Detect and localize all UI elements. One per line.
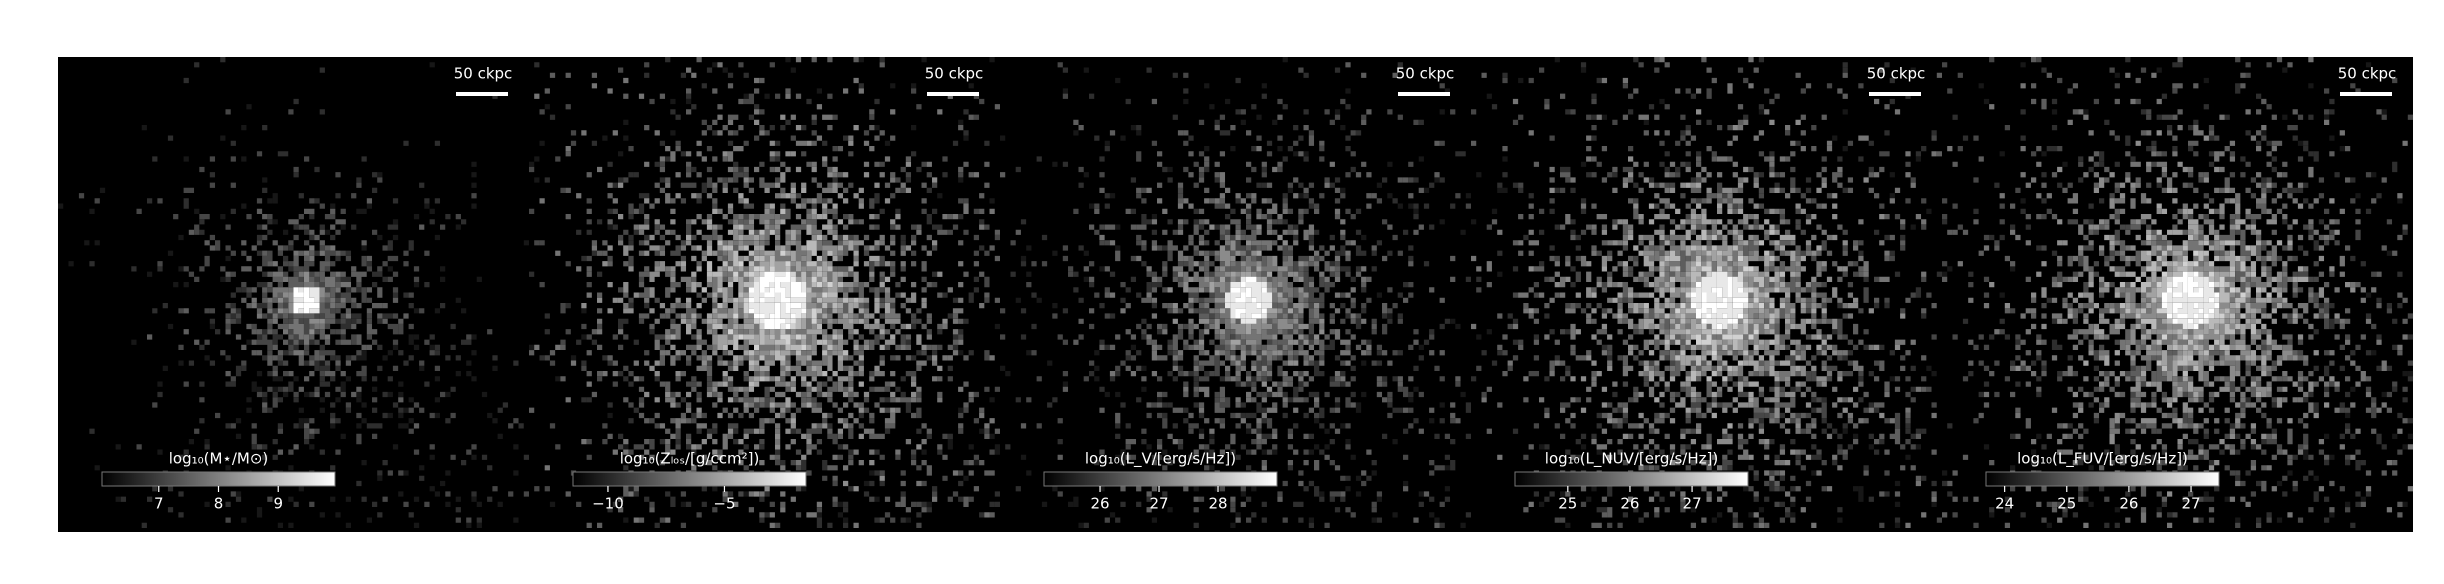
pixels bbox=[2167, 271, 2220, 330]
pixels bbox=[251, 245, 352, 356]
pixels bbox=[1690, 271, 1749, 330]
scale-bar-label: 50 ckpc bbox=[454, 65, 513, 83]
colorbar-tick-label: 27 bbox=[1149, 495, 1168, 513]
pixels bbox=[2156, 250, 2246, 340]
pixels bbox=[1675, 255, 1765, 356]
colorbar-tick-label: −10 bbox=[592, 495, 624, 513]
scale-bar-label: 50 ckpc bbox=[925, 65, 984, 83]
pixels bbox=[293, 287, 320, 314]
pixels bbox=[1000, 57, 1472, 529]
colorbar-tick-label: 26 bbox=[2119, 495, 2138, 513]
colorbar-tick-label: 28 bbox=[1208, 495, 1227, 513]
colorbar-tick-label: 9 bbox=[273, 495, 283, 513]
colorbar-label: log₁₀(Zₗₒₛ/[g/ccm²]) bbox=[620, 450, 760, 468]
pixels bbox=[701, 208, 859, 387]
colorbar bbox=[1043, 471, 1278, 487]
pixels bbox=[1471, 57, 1937, 529]
colorbar-tick-label: 26 bbox=[1620, 495, 1639, 513]
colorbar-tick-label: 8 bbox=[214, 495, 224, 513]
colorbar bbox=[1985, 471, 2220, 487]
colorbar bbox=[572, 471, 807, 487]
colorbar-tick-label: 26 bbox=[1090, 495, 1109, 513]
colorbar-label: log₁₀(L_FUV/[erg/s/Hz]) bbox=[2017, 450, 2188, 469]
pixels bbox=[293, 287, 320, 314]
colorbar-label: log₁₀(M⋆/M⊙) bbox=[169, 450, 269, 468]
pixels bbox=[534, 57, 995, 529]
pixels bbox=[1643, 229, 1786, 382]
pixels bbox=[1230, 276, 1267, 319]
pixels bbox=[1471, 57, 1943, 523]
pixels bbox=[670, 187, 912, 424]
colorbar-tick-label: −5 bbox=[713, 495, 735, 513]
pixels bbox=[1690, 276, 1749, 330]
panel: 50 ckpc log₁₀(M⋆/M⊙) 7 8 9 bbox=[58, 57, 530, 532]
colorbar-tick-label: 27 bbox=[1683, 495, 1702, 513]
panel: 50 ckpc log₁₀(L_V/[erg/s/Hz]) 26 27 28 bbox=[1000, 57, 1472, 532]
colorbar-label: log₁₀(L_V/[erg/s/Hz]) bbox=[1085, 450, 1236, 469]
scale-bar-label: 50 ckpc bbox=[1396, 65, 1455, 83]
panel: 50 ckpc log₁₀(L_FUV/[erg/s/Hz]) 24 25 26 27 bbox=[1942, 57, 2414, 532]
colorbar-tick-label: 25 bbox=[1558, 495, 1577, 513]
colorbar-label: log₁₀(L_NUV/[erg/s/Hz]) bbox=[1545, 450, 1718, 469]
colorbar bbox=[101, 471, 336, 487]
pixels bbox=[1225, 276, 1273, 324]
pixels bbox=[1167, 224, 1325, 392]
pixels bbox=[2119, 229, 2272, 377]
pixels bbox=[748, 271, 807, 330]
pixels bbox=[748, 271, 807, 330]
panel: 50 ckpc log₁₀(L_NUV/[erg/s/Hz]) 25 26 27 bbox=[1471, 57, 1943, 532]
pixels bbox=[2161, 271, 2220, 330]
colorbar bbox=[1514, 471, 1749, 487]
colorbar-tick-label: 27 bbox=[2181, 495, 2200, 513]
panel: 50 ckpc log₁₀(Zₗₒₛ/[g/ccm²]) −10 −5 bbox=[529, 57, 1001, 532]
pixels bbox=[1471, 57, 1943, 529]
scale-bar-label: 50 ckpc bbox=[1867, 65, 1926, 83]
pixels bbox=[1471, 62, 1943, 529]
pixels bbox=[147, 198, 425, 455]
colorbar-tick-label: 24 bbox=[1995, 495, 2014, 513]
pixels bbox=[1947, 57, 2414, 529]
pixels bbox=[1209, 250, 1294, 345]
colorbar-tick-label: 7 bbox=[154, 495, 164, 513]
colorbar-tick-label: 25 bbox=[2057, 495, 2076, 513]
scale-bar-label: 50 ckpc bbox=[2338, 65, 2397, 83]
